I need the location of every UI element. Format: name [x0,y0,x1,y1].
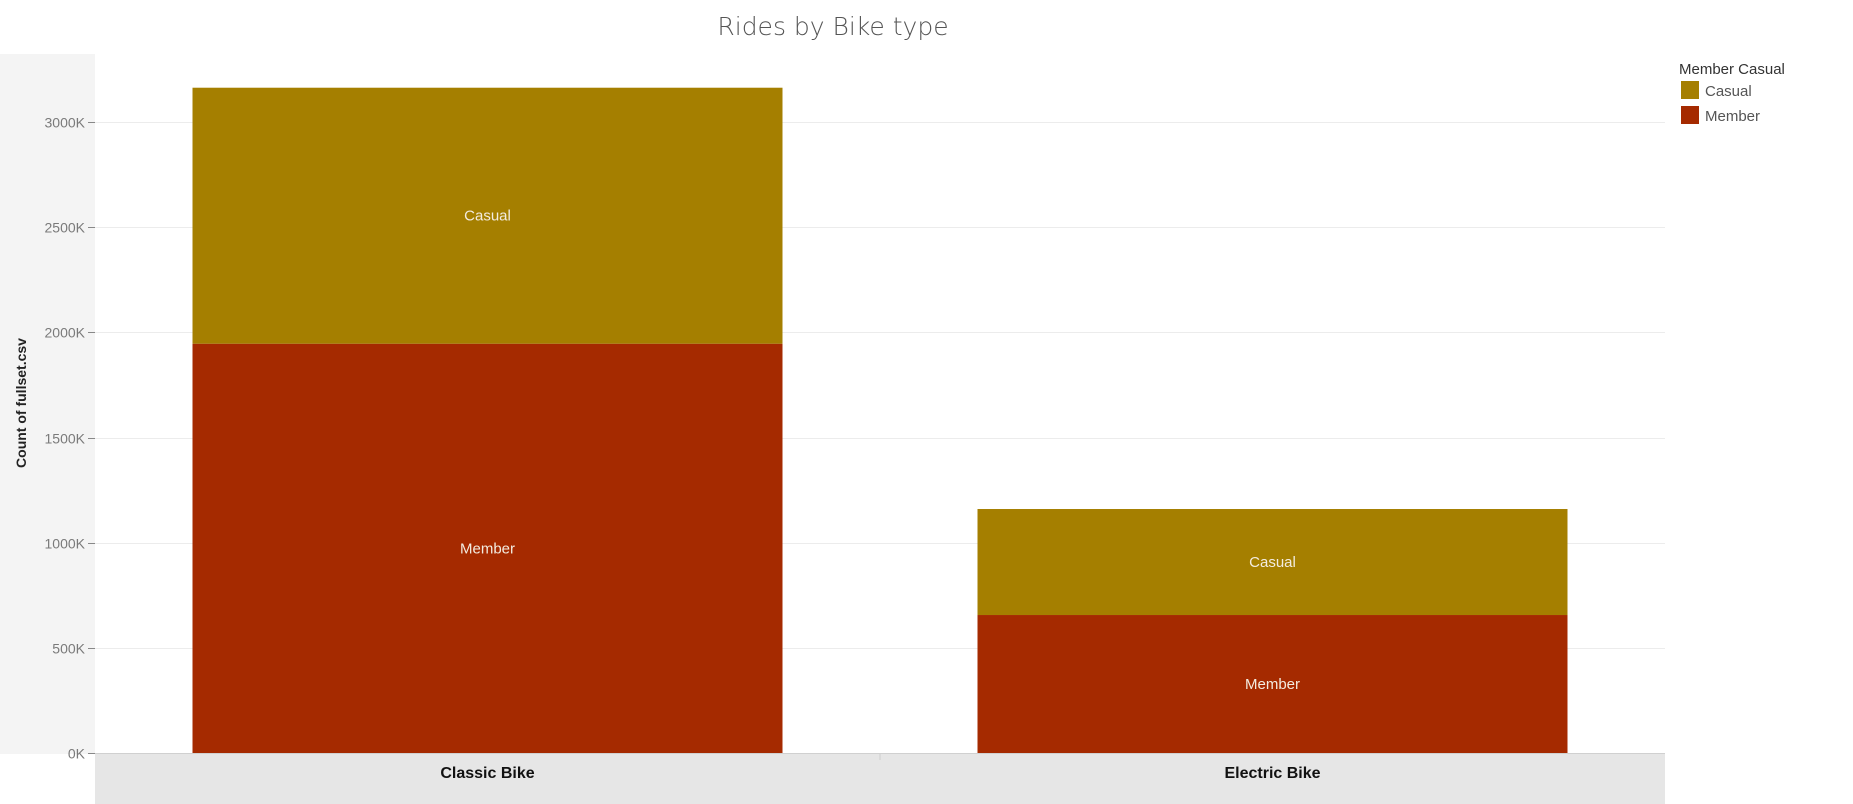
y-axis-panel [0,54,95,754]
segment-label: Casual [464,208,511,225]
y-axis-title: Count of fullset.csv [13,338,29,468]
bar-casual-electric-bike[interactable] [977,509,1568,616]
y-tick-label: 1000K [45,536,86,552]
x-axis-labels: Classic Bike Electric Bike [440,765,1320,782]
legend-swatch-casual [1681,81,1699,99]
x-axis-panel [95,754,1665,804]
y-tick-label: 2000K [45,325,86,341]
legend-title: Member Casual [1679,61,1785,78]
y-tick-label: 2500K [45,220,86,236]
legend-swatch-member [1681,106,1699,124]
legend-label-member: Member [1705,108,1760,125]
y-tick-label: 3000K [45,115,86,131]
bar-member-electric-bike[interactable] [977,615,1568,753]
bar-casual-classic-bike[interactable] [192,87,783,344]
x-category-label: Classic Bike [440,765,534,782]
y-axis-ticks: 0K 500K 1000K 1500K 2000K 2500K 3000K [45,115,95,762]
legend: Member Casual Casual Member [1679,61,1785,125]
segment-label: Member [460,540,515,557]
segment-label: Casual [1249,554,1296,571]
bars: Member Casual Member Casual [192,87,1568,753]
y-tick-label: 0K [68,746,86,762]
y-tick-label: 500K [52,641,85,657]
segment-label: Member [1245,676,1300,693]
legend-label-casual: Casual [1705,83,1752,100]
y-tick-label: 1500K [45,431,86,447]
chart-title: Rides by Bike type [717,12,948,41]
x-category-label: Electric Bike [1224,765,1320,782]
bar-member-classic-bike[interactable] [192,343,783,753]
